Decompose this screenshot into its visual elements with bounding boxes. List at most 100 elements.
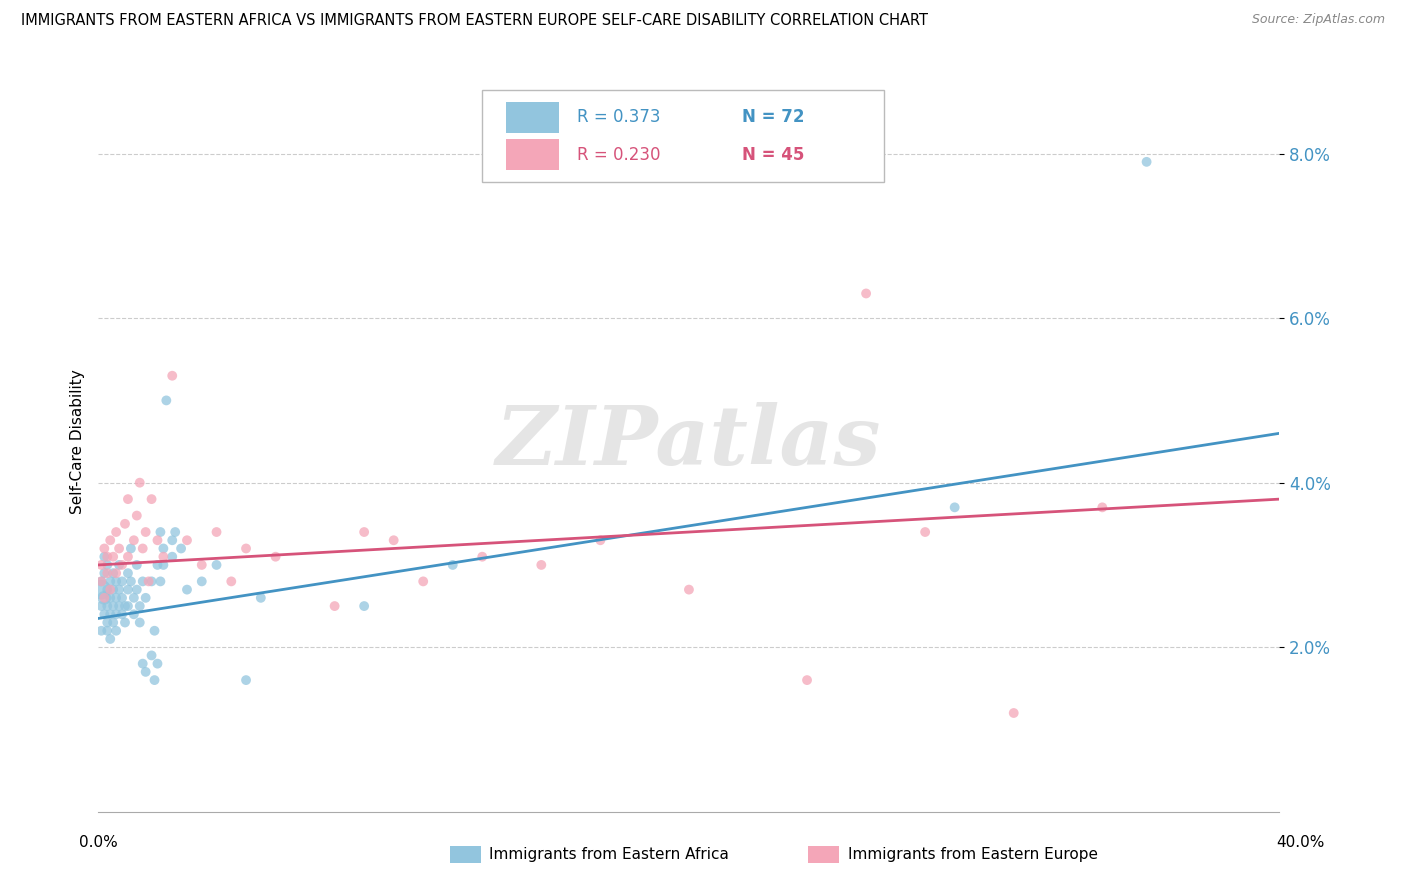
Point: [135, 665, 157, 679]
Point: [103, 599, 125, 613]
Point: [122, 533, 145, 548]
Point: [162, 549, 183, 564]
FancyBboxPatch shape: [506, 102, 560, 133]
Point: [125, 558, 148, 572]
Point: [105, 607, 128, 622]
Point: [353, 524, 375, 539]
Point: [146, 533, 169, 548]
Point: [122, 607, 145, 622]
Point: [149, 524, 172, 539]
Point: [146, 558, 169, 572]
Point: [235, 541, 257, 556]
Point: [122, 591, 145, 605]
Point: [221, 574, 243, 589]
Point: [93, 566, 115, 581]
Text: Source: ZipAtlas.com: Source: ZipAtlas.com: [1251, 13, 1385, 27]
Point: [114, 516, 136, 531]
Point: [530, 558, 553, 572]
FancyBboxPatch shape: [482, 90, 884, 183]
Point: [146, 657, 169, 671]
Point: [114, 599, 136, 613]
Point: [111, 607, 134, 622]
Point: [128, 475, 150, 490]
Point: [114, 615, 136, 630]
Point: [796, 673, 818, 687]
Text: R = 0.373: R = 0.373: [576, 109, 661, 127]
Point: [235, 673, 257, 687]
Point: [165, 524, 187, 539]
Point: [93, 591, 115, 605]
Point: [108, 541, 131, 556]
Point: [250, 591, 273, 605]
Point: [90, 624, 112, 638]
Text: IMMIGRANTS FROM EASTERN AFRICA VS IMMIGRANTS FROM EASTERN EUROPE SELF-CARE DISAB: IMMIGRANTS FROM EASTERN AFRICA VS IMMIGR…: [21, 13, 928, 29]
Point: [90, 599, 112, 613]
Point: [108, 558, 131, 572]
Text: 0.0%: 0.0%: [79, 836, 118, 850]
Point: [353, 599, 375, 613]
Point: [103, 615, 125, 630]
Point: [120, 574, 142, 589]
Point: [98, 582, 121, 597]
Point: [117, 599, 139, 613]
Point: [141, 574, 163, 589]
Point: [176, 533, 198, 548]
Point: [132, 657, 155, 671]
Point: [162, 368, 183, 383]
Point: [143, 673, 166, 687]
Point: [264, 549, 287, 564]
Text: 40.0%: 40.0%: [1277, 836, 1324, 850]
Point: [152, 541, 174, 556]
Point: [117, 492, 139, 507]
Point: [90, 558, 112, 572]
Text: N = 45: N = 45: [742, 146, 804, 164]
Point: [96, 615, 118, 630]
Point: [155, 393, 177, 408]
Point: [141, 492, 163, 507]
Point: [1136, 154, 1159, 169]
Point: [98, 632, 121, 646]
Point: [323, 599, 346, 613]
Text: Immigrants from Eastern Africa: Immigrants from Eastern Africa: [489, 847, 730, 862]
Point: [471, 549, 494, 564]
Point: [98, 533, 121, 548]
Point: [90, 574, 112, 589]
Point: [105, 574, 128, 589]
Point: [117, 549, 139, 564]
Point: [141, 648, 163, 663]
Point: [128, 615, 150, 630]
Point: [93, 607, 115, 622]
Point: [98, 591, 121, 605]
Point: [412, 574, 434, 589]
Point: [152, 558, 174, 572]
Point: [96, 558, 118, 572]
Point: [105, 624, 128, 638]
Point: [111, 591, 134, 605]
Point: [152, 549, 174, 564]
Point: [96, 624, 118, 638]
Point: [103, 549, 125, 564]
Point: [943, 500, 966, 515]
Point: [98, 607, 121, 622]
Point: [162, 533, 183, 548]
Point: [93, 541, 115, 556]
Point: [96, 599, 118, 613]
Point: [108, 582, 131, 597]
Point: [90, 574, 112, 589]
Y-axis label: Self-Care Disability: Self-Care Disability: [69, 369, 84, 514]
Point: [96, 566, 118, 581]
Point: [108, 599, 131, 613]
Point: [111, 574, 134, 589]
Point: [135, 524, 157, 539]
Text: N = 72: N = 72: [742, 109, 804, 127]
Point: [132, 541, 155, 556]
FancyBboxPatch shape: [506, 139, 560, 170]
Point: [1091, 500, 1114, 515]
Point: [855, 286, 877, 301]
Point: [93, 549, 115, 564]
Point: [191, 574, 214, 589]
Point: [132, 574, 155, 589]
Point: [143, 624, 166, 638]
Point: [1002, 706, 1025, 720]
Point: [382, 533, 405, 548]
